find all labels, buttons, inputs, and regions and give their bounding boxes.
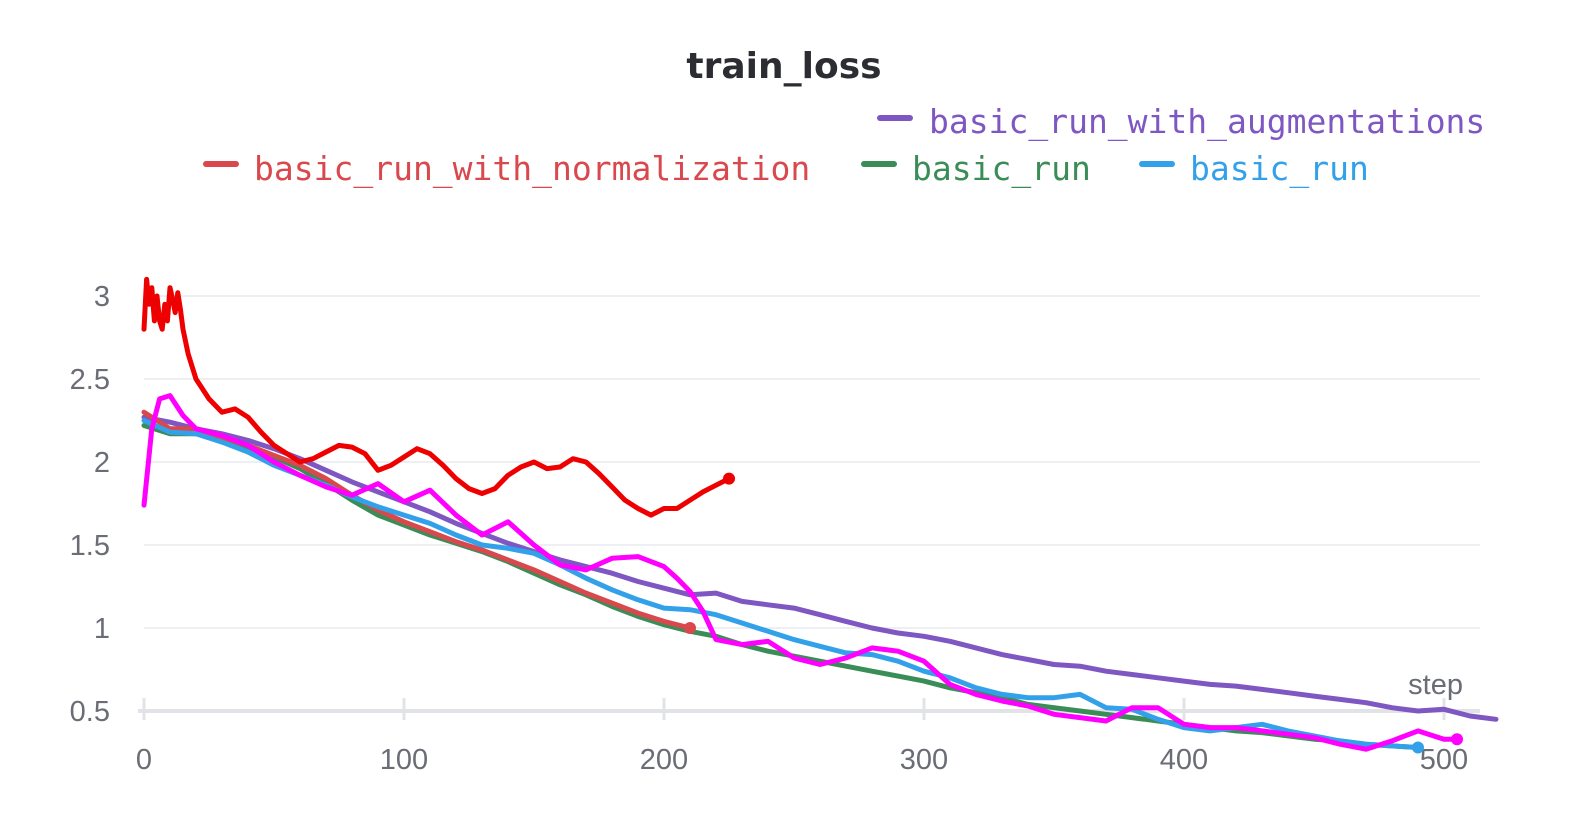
legend-item-normalization[interactable]: basic_run_with_normalization: [203, 149, 810, 189]
series-end-marker-4: [1451, 733, 1463, 746]
legend-item-augmentations[interactable]: basic_run_with_augmentations: [877, 102, 1485, 142]
chart-title: train_loss: [686, 46, 881, 87]
x-tick-label: 300: [900, 744, 948, 776]
y-tick-label: 2.5: [70, 364, 110, 396]
legend-item-basic-run-blue[interactable]: basic_run: [1139, 149, 1369, 189]
series-end-marker-2: [684, 622, 696, 634]
legend-label: basic_run: [912, 149, 1091, 189]
grid: [144, 295, 1480, 712]
x-axis: 0 100 200 300 400 500: [136, 698, 1480, 776]
series-line-5[interactable]: [141, 276, 732, 518]
series-end-marker-3: [1412, 741, 1424, 754]
legend-label: basic_run: [1190, 149, 1369, 189]
x-tick-label: 500: [1420, 744, 1468, 776]
legend-label: basic_run_with_augmentations: [929, 102, 1485, 142]
y-tick-label: 3: [94, 281, 110, 313]
legend-label: basic_run_with_normalization: [254, 149, 810, 189]
y-axis: 0.5 1 1.5 2 2.5 3: [70, 281, 110, 728]
y-tick-label: 1: [94, 613, 110, 645]
x-axis-label: step: [1408, 669, 1463, 701]
x-tick-label: 200: [640, 744, 688, 776]
x-tick-label: 400: [1160, 744, 1208, 776]
series-line-4[interactable]: [141, 393, 1460, 752]
legend-item-basic-run-green[interactable]: basic_run: [861, 149, 1091, 189]
y-tick-label: 1.5: [70, 530, 110, 562]
series: [141, 276, 1499, 754]
y-tick-label: 0.5: [70, 696, 110, 728]
x-tick-label: 0: [136, 744, 152, 776]
x-tick-label: 100: [380, 744, 428, 776]
y-tick-label: 2: [94, 447, 110, 479]
series-end-marker-5: [723, 472, 735, 485]
series-line-3[interactable]: [141, 418, 1421, 750]
legend: basic_run_with_augmentations basic_run_w…: [203, 102, 1485, 189]
